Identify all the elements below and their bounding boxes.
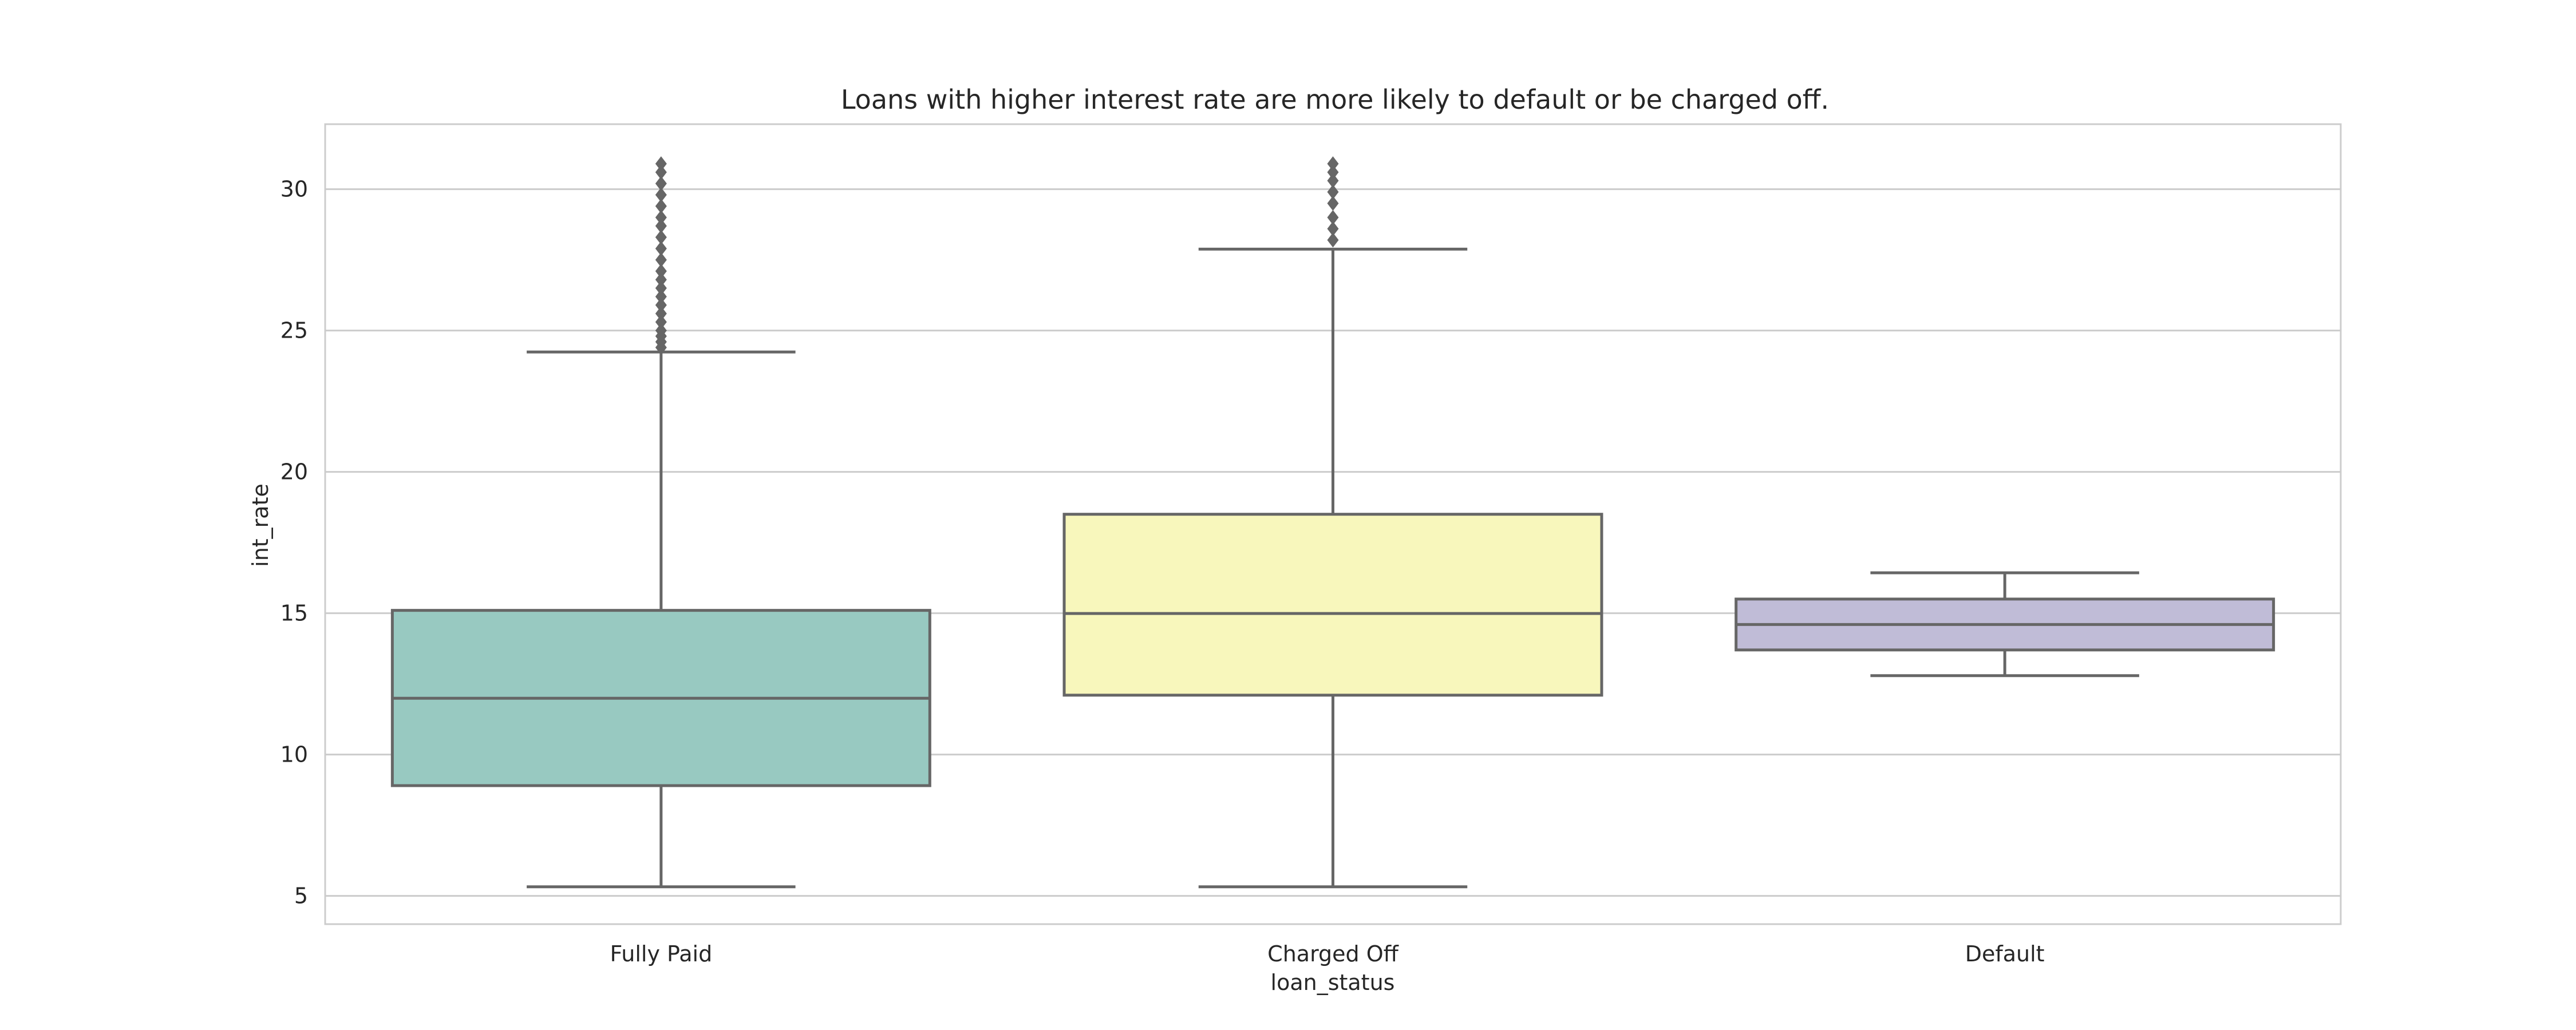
outlier-point xyxy=(655,187,667,203)
y-axis-label: int_rate xyxy=(248,484,273,567)
outlier-point xyxy=(655,210,667,225)
box-group xyxy=(1735,571,2275,678)
y-tick-label: 15 xyxy=(280,601,308,626)
outlier-point xyxy=(1327,210,1339,225)
outlier-point xyxy=(655,314,667,330)
x-tick-label: Default xyxy=(1965,941,2045,966)
y-tick-labels: 5 10 15 20 25 30 xyxy=(280,177,308,909)
y-tick-label: 20 xyxy=(280,459,308,485)
outlier-point xyxy=(655,218,667,233)
outlier-point xyxy=(655,229,667,245)
outlier-point xyxy=(655,298,667,313)
x-axis-label: loan_status xyxy=(1271,970,1395,995)
outlier-point xyxy=(655,323,667,338)
x-tick-label: Charged Off xyxy=(1267,941,1398,966)
outlier-point xyxy=(655,156,667,172)
outlier-point xyxy=(655,241,667,256)
outlier-point xyxy=(1327,232,1339,248)
outlier-point xyxy=(1327,221,1339,236)
chart-title: Loans with higher interest rate are more… xyxy=(841,84,1829,115)
outlier-point xyxy=(655,280,667,296)
outlier-point xyxy=(655,306,667,321)
boxes xyxy=(390,156,2275,889)
box-group xyxy=(390,156,931,889)
plot-frame xyxy=(324,123,2342,925)
outlier-point xyxy=(655,176,667,191)
outlier-point xyxy=(655,199,667,214)
outlier-point xyxy=(1327,156,1339,172)
outlier-point xyxy=(1327,184,1339,200)
y-tick-label: 25 xyxy=(280,318,308,343)
outlier-point xyxy=(1327,196,1339,211)
y-tick-label: 5 xyxy=(294,884,308,909)
outlier-point xyxy=(655,164,667,180)
outlier-point xyxy=(655,272,667,287)
outlier-point xyxy=(655,263,667,279)
y-tick-label: 30 xyxy=(280,177,308,202)
box-group xyxy=(1062,156,1603,889)
outlier-point xyxy=(655,289,667,304)
x-tick-label: Fully Paid xyxy=(610,941,712,966)
outlier-point xyxy=(1327,164,1339,180)
outlier-point xyxy=(655,252,667,268)
x-tick-labels: Fully Paid Charged Off Default xyxy=(610,941,2044,966)
y-tick-label: 10 xyxy=(280,742,308,767)
outlier-point xyxy=(1327,173,1339,188)
iqr-box xyxy=(1062,513,1603,697)
